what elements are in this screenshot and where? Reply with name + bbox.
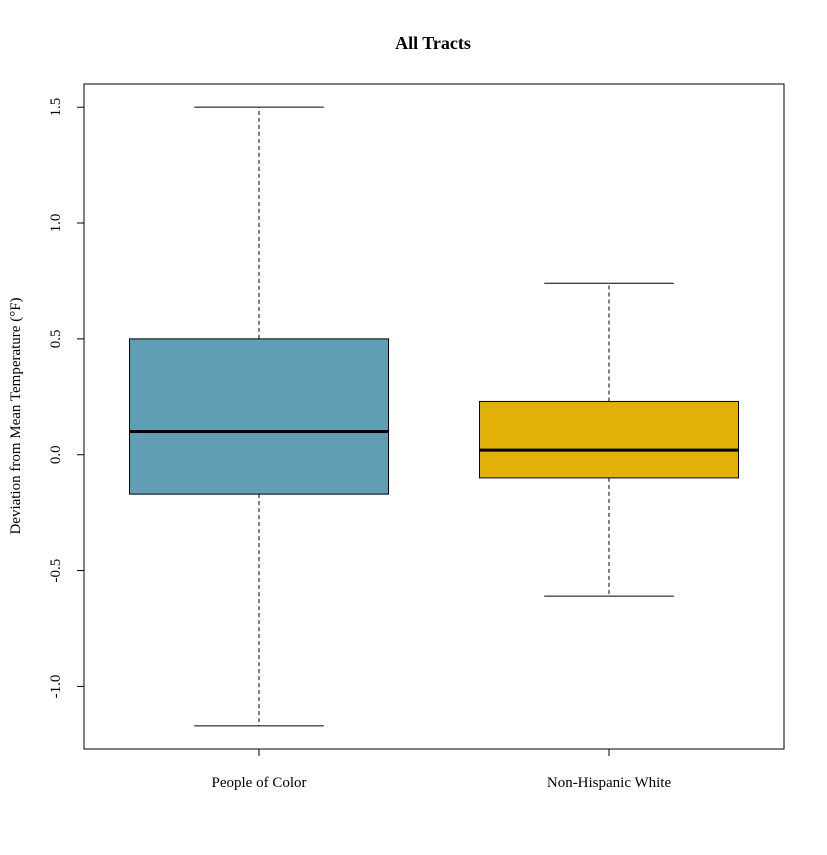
chart-title: All Tracts [395,33,471,53]
y-tick-label: 0.0 [48,445,64,464]
y-tick-label: 0.5 [48,330,64,349]
y-tick-label: -1.0 [48,675,64,699]
plot-frame [83,83,785,750]
box-iqr [129,338,389,495]
y-tick-label: -0.5 [48,559,64,583]
y-axis-label: Deviation from Mean Temperature (°F) [8,297,24,534]
y-tick-label: 1.0 [48,214,64,233]
y-tick-label: 1.5 [48,98,64,117]
x-tick-label: People of Color [212,775,307,791]
box-iqr [479,400,739,479]
x-tick-label: Non-Hispanic White [547,775,672,791]
plot-marks: -1.0 -0.5 0.0 0.5 1.0 1.5 People of Color Non-H… [48,98,739,791]
